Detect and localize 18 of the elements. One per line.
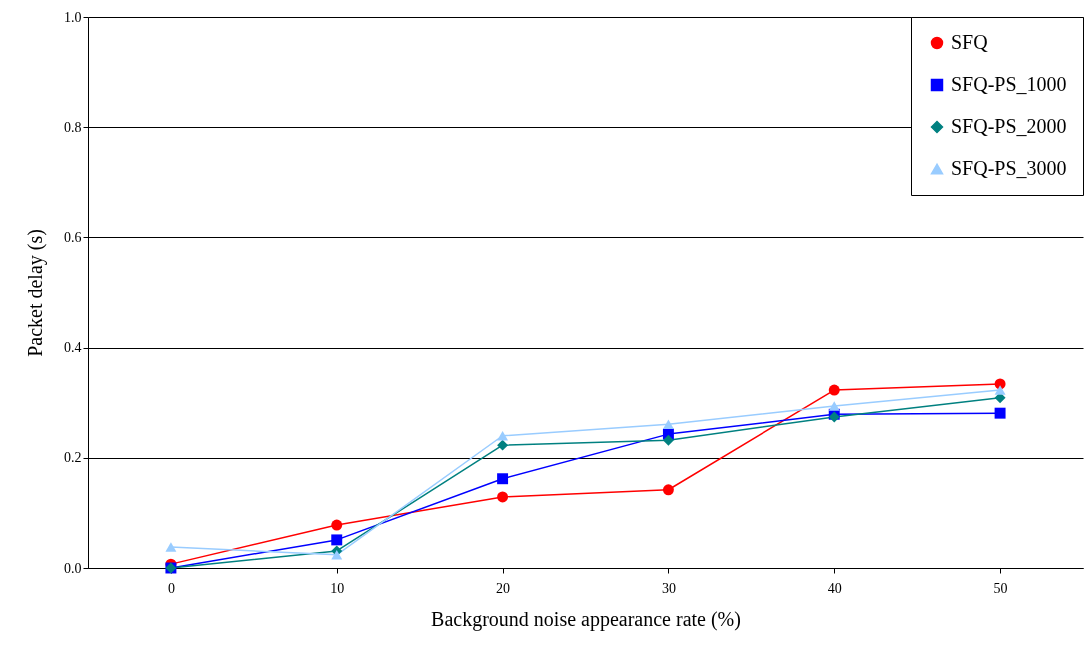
y-tick-label: 0.0 [64,560,82,576]
y-tick-label: 0.8 [64,119,82,135]
x-tick-label: 50 [993,580,1008,596]
y-tick-label: 0.2 [64,450,82,466]
x-tick-label: 40 [827,580,842,596]
legend-label: SFQ [951,31,989,53]
x-tick-label: 0 [167,580,175,596]
x-axis-title: Background noise appearance rate (%) [431,607,741,631]
x-tick-label: 30 [661,580,676,596]
legend-label: SFQ-PS_3000 [951,157,1067,179]
legend-label: SFQ-PS_2000 [951,115,1067,137]
y-tick-label: 0.6 [64,229,82,245]
y-axis-title: Packet delay (s) [24,229,47,357]
legend-label: SFQ-PS_1000 [951,73,1067,95]
x-tick-label: 20 [496,580,511,596]
y-tick-label: 0.4 [64,340,82,356]
x-tick-label: 10 [330,580,345,596]
y-tick-label: 1.0 [64,9,82,25]
